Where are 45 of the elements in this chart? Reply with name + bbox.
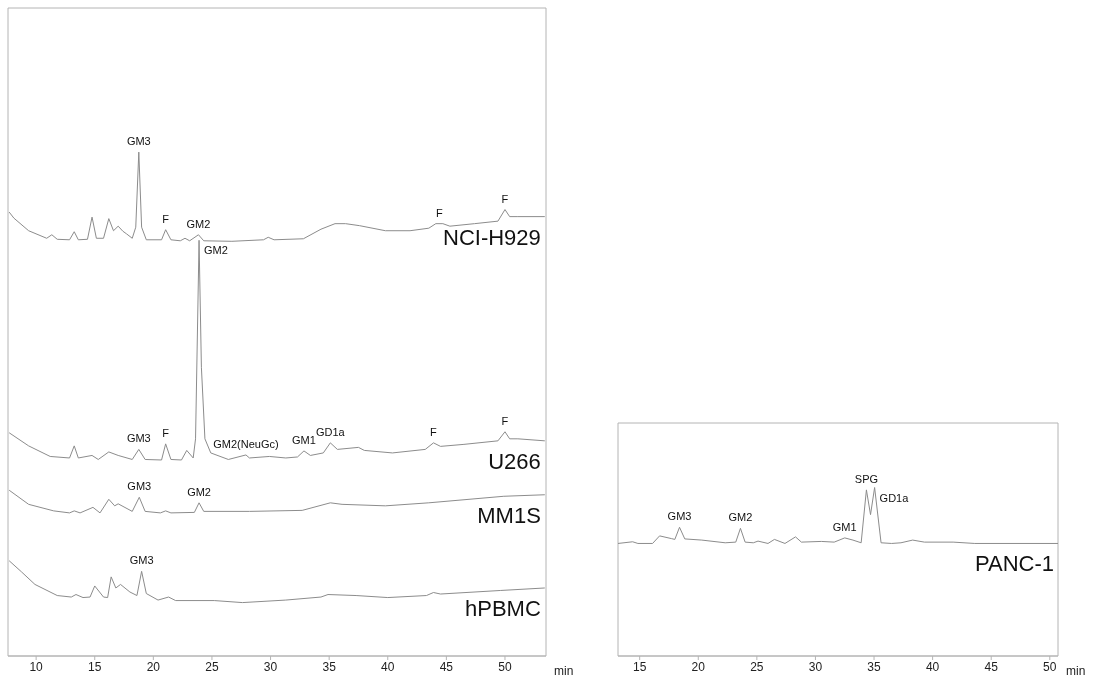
series-label: PANC-1 <box>974 551 1054 577</box>
annotation: F <box>501 192 509 205</box>
annotation: GD1a <box>879 491 910 504</box>
x-tick-label: 50 <box>1043 659 1057 674</box>
annotation: GM3 <box>129 554 154 567</box>
series-label: hPBMC <box>465 595 541 621</box>
x-tick-label: 50 <box>498 659 512 674</box>
x-tick-label: 35 <box>867 659 882 674</box>
series-label: MM1S <box>477 502 541 528</box>
annotation: SPG <box>854 472 879 485</box>
x-tick-label: 45 <box>439 659 454 674</box>
x-tick-label: 25 <box>205 659 219 674</box>
annotation: GM1 <box>832 520 857 533</box>
annotation: F <box>435 206 443 219</box>
annotation: F <box>162 212 170 225</box>
annotation: GM1 <box>292 433 316 446</box>
annotation: GM2 <box>204 244 228 257</box>
annotation: F <box>162 426 170 439</box>
x-tick-label: 40 <box>381 659 395 674</box>
series-label: U266 <box>488 448 541 474</box>
annotation: GM2 <box>728 511 753 524</box>
annotation: GM3 <box>126 432 151 445</box>
annotation: GM3 <box>667 510 692 523</box>
x-axis-title: min <box>554 663 574 678</box>
annotation: GM3 <box>126 135 151 148</box>
x-tick-label: 45 <box>984 659 999 674</box>
annotation: F <box>430 425 438 438</box>
x-tick-label: 30 <box>808 659 823 674</box>
series-label: NCI-H929 <box>443 224 541 250</box>
annotation: GM3 <box>127 480 152 493</box>
x-tick-label: 40 <box>925 659 940 674</box>
x-tick-label: 10 <box>29 659 44 674</box>
annotation: GM2 <box>186 217 211 230</box>
annotation: GM2(NeuGc) <box>213 437 279 450</box>
x-tick-label: 15 <box>633 659 647 674</box>
x-tick-label: 20 <box>691 659 706 674</box>
x-tick-label: 20 <box>146 659 161 674</box>
x-axis-title: min <box>1066 663 1086 678</box>
annotation: GD1a <box>315 425 346 438</box>
x-tick-label: 30 <box>263 659 278 674</box>
annotation: GM2 <box>187 485 211 498</box>
x-tick-label: 35 <box>322 659 337 674</box>
x-tick-label: 15 <box>88 659 102 674</box>
x-tick-label: 25 <box>750 659 764 674</box>
annotation: F <box>501 414 509 427</box>
